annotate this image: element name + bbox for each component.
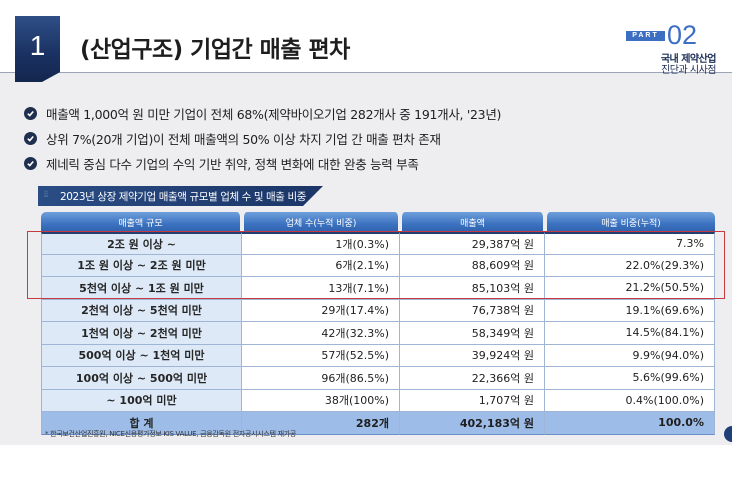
bullet-item: 매출액 1,000억 원 미만 기업이 전체 68%(제약바이오기업 282개사… bbox=[24, 101, 501, 126]
cell-revenue: 1,707억 원 bbox=[400, 389, 545, 412]
part-tag: PART bbox=[626, 31, 665, 41]
cell-share: 7.3% bbox=[545, 232, 715, 255]
cell-total-label: 합 계 bbox=[41, 412, 242, 435]
cell-revenue: 22,366억 원 bbox=[400, 367, 545, 390]
section-number-badge: 1 bbox=[15, 16, 60, 82]
check-circle-icon bbox=[24, 132, 37, 145]
cell-scale: 500억 이상 ~ 1천억 미만 bbox=[41, 344, 242, 367]
cell-revenue: 85,103억 원 bbox=[400, 277, 545, 300]
cell-total-revenue: 402,183억 원 bbox=[400, 412, 545, 435]
check-circle-icon bbox=[24, 157, 37, 170]
cell-revenue: 58,349억 원 bbox=[400, 322, 545, 345]
revenue-scale-table: 매출액 규모 업체 수(누적 비중) 매출액 매출 비중(누적) 2조 원 이상… bbox=[41, 212, 715, 435]
slide-header: 1 (산업구조) 기업간 매출 편차 PART 02 국내 제약산업 진단과 시… bbox=[0, 0, 732, 82]
page-title: (산업구조) 기업간 매출 편차 bbox=[80, 37, 350, 63]
part-subtitle-line1: 국내 제약산업 bbox=[660, 54, 717, 65]
table-row: ~ 100억 미만 38개(100%) 1,707억 원 0.4%(100.0%… bbox=[41, 389, 715, 412]
bullet-text: 매출액 1,000억 원 미만 기업이 전체 68%(제약바이오기업 282개사… bbox=[46, 107, 502, 122]
bullet-text: 제네릭 중심 다수 기업의 수익 기반 취약, 정책 변화에 대한 완충 능력 … bbox=[46, 157, 419, 172]
page-indicator-dot bbox=[724, 426, 732, 442]
cell-scale: ~ 100억 미만 bbox=[41, 389, 242, 412]
cell-total-count: 282개 bbox=[242, 412, 400, 435]
table-title-banner: ⦙⦙ 2023년 상장 제약기업 매출액 규모별 업체 수 및 매출 비중 bbox=[38, 186, 323, 206]
cell-revenue: 76,738억 원 bbox=[400, 299, 545, 322]
table-total-row: 합 계 282개 402,183억 원 100.0% bbox=[41, 412, 715, 435]
cell-total-share: 100.0% bbox=[545, 412, 715, 435]
source-note: * 한국보건산업진흥원, NICE신용평가정보 KIS VALUE, 금융감독원… bbox=[45, 430, 297, 438]
table-row: 100억 이상 ~ 500억 미만 96개(86.5%) 22,366억 원 5… bbox=[41, 367, 715, 390]
section-number: 1 bbox=[29, 30, 46, 61]
table-row: 1천억 이상 ~ 2천억 미만 42개(32.3%) 58,349억 원 14.… bbox=[41, 322, 715, 345]
table-row: 5천억 이상 ~ 1조 원 미만 13개(7.1%) 85,103억 원 21.… bbox=[41, 277, 715, 300]
table-row: 500억 이상 ~ 1천억 미만 57개(52.5%) 39,924억 원 9.… bbox=[41, 344, 715, 367]
column-header: 업체 수(누적 비중) bbox=[242, 212, 400, 232]
cell-count: 42개(32.3%) bbox=[242, 322, 400, 345]
cell-count: 13개(7.1%) bbox=[242, 277, 400, 300]
cell-revenue: 29,387억 원 bbox=[400, 232, 545, 255]
cell-scale: 2천억 이상 ~ 5천억 미만 bbox=[41, 299, 242, 322]
bullet-item: 제네릭 중심 다수 기업의 수익 기반 취약, 정책 변화에 대한 완충 능력 … bbox=[24, 151, 501, 176]
cell-scale: 1조 원 이상 ~ 2조 원 미만 bbox=[41, 254, 242, 277]
table-row: 1조 원 이상 ~ 2조 원 미만 6개(2.1%) 88,609억 원 22.… bbox=[41, 254, 715, 277]
cell-share: 0.4%(100.0%) bbox=[545, 389, 715, 412]
table-row: 2조 원 이상 ~ 1개(0.3%) 29,387억 원 7.3% bbox=[41, 232, 715, 255]
check-circle-icon bbox=[24, 107, 37, 120]
cell-share: 22.0%(29.3%) bbox=[545, 254, 715, 277]
slide: 1 (산업구조) 기업간 매출 편차 PART 02 국내 제약산업 진단과 시… bbox=[0, 0, 732, 445]
column-header: 매출액 bbox=[400, 212, 545, 232]
column-header: 매출 비중(누적) bbox=[545, 212, 715, 232]
cell-count: 38개(100%) bbox=[242, 389, 400, 412]
cell-count: 96개(86.5%) bbox=[242, 367, 400, 390]
cell-revenue: 88,609억 원 bbox=[400, 254, 545, 277]
cell-scale: 2조 원 이상 ~ bbox=[41, 232, 242, 255]
cell-revenue: 39,924억 원 bbox=[400, 344, 545, 367]
cell-count: 1개(0.3%) bbox=[242, 232, 400, 255]
cell-scale: 100억 이상 ~ 500억 미만 bbox=[41, 367, 242, 390]
cell-share: 5.6%(99.6%) bbox=[545, 367, 715, 390]
table-row: 2천억 이상 ~ 5천억 미만 29개(17.4%) 76,738억 원 19.… bbox=[41, 299, 715, 322]
cell-share: 9.9%(94.0%) bbox=[545, 344, 715, 367]
cell-scale: 1천억 이상 ~ 2천억 미만 bbox=[41, 322, 242, 345]
part-label: PART 02 국내 제약산업 진단과 시사점 bbox=[626, 20, 717, 76]
cell-share: 21.2%(50.5%) bbox=[545, 277, 715, 300]
cell-count: 6개(2.1%) bbox=[242, 254, 400, 277]
cell-count: 57개(52.5%) bbox=[242, 344, 400, 367]
cell-share: 14.5%(84.1%) bbox=[545, 322, 715, 345]
chart-icon: ⦙⦙ bbox=[44, 190, 49, 200]
bullet-item: 상위 7%(20개 기업)이 전체 매출액의 50% 이상 차지 기업 간 매출… bbox=[24, 126, 501, 151]
bullet-list: 매출액 1,000억 원 미만 기업이 전체 68%(제약바이오기업 282개사… bbox=[24, 101, 501, 176]
cell-count: 29개(17.4%) bbox=[242, 299, 400, 322]
cell-share: 19.1%(69.6%) bbox=[545, 299, 715, 322]
cell-scale: 5천억 이상 ~ 1조 원 미만 bbox=[41, 277, 242, 300]
part-number: 02 bbox=[667, 20, 698, 50]
part-subtitle-line2: 진단과 시사점 bbox=[661, 65, 716, 76]
table-title: 2023년 상장 제약기업 매출액 규모별 업체 수 및 매출 비중 bbox=[60, 191, 307, 203]
column-header: 매출액 규모 bbox=[41, 212, 242, 232]
bullet-text: 상위 7%(20개 기업)이 전체 매출액의 50% 이상 차지 기업 간 매출… bbox=[46, 132, 441, 147]
